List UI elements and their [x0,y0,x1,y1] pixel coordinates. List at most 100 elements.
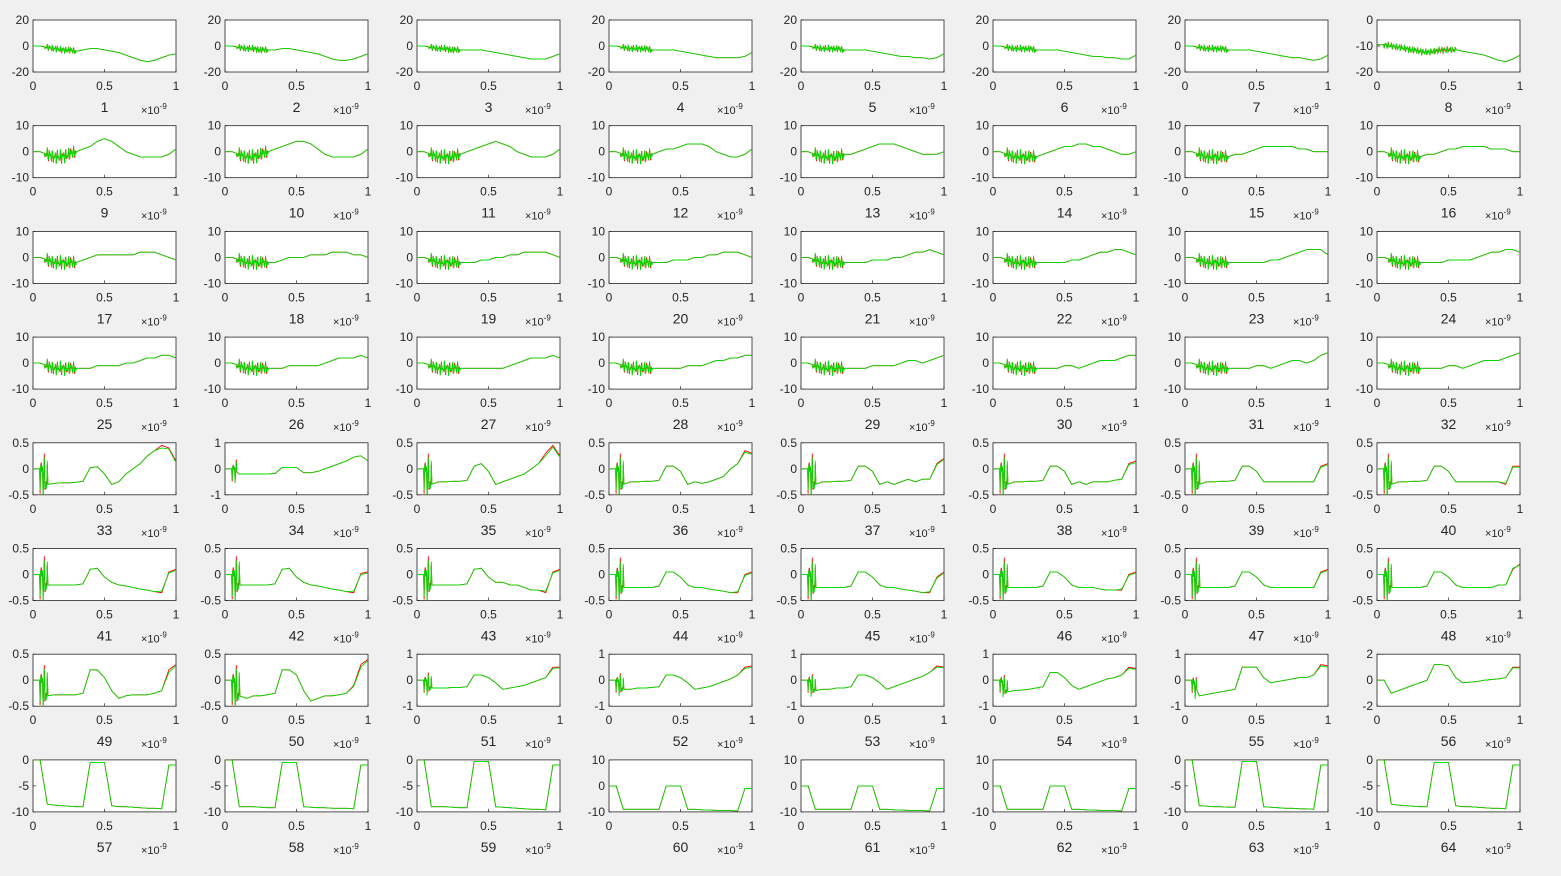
y-tick-label: 10 [784,119,798,133]
axes-frame [1376,19,1521,73]
series-green-line [1377,146,1520,165]
x-tick-label: 0 [414,79,421,93]
y-tick-label: 1 [790,647,797,661]
y-tick-label: 0 [1174,250,1181,264]
x-tick-label: 0.5 [672,79,689,93]
x-exponent: ×10-9 [1485,419,1511,434]
y-tick-label: 0 [1366,250,1373,264]
x-exponent: ×10-9 [525,102,551,117]
subplot-xlabel: 6 [1061,99,1069,115]
y-tick-label: 0.5 [588,436,605,450]
x-tick-label: 1 [941,185,948,199]
x-tick-label: 1 [365,502,372,516]
x-tick-label: 0 [414,713,421,727]
x-tick-label: 0.5 [96,290,113,304]
axes-frame [608,19,753,73]
x-tick-label: 0 [990,819,997,833]
series-green-line [801,785,944,812]
series-green-line [609,354,752,376]
x-exponent: ×10-9 [525,842,551,857]
x-tick-label: 0 [222,713,229,727]
series-green-line [993,785,1136,812]
subplot-xlabel: 33 [97,522,113,538]
x-tick-label: 1 [749,608,756,622]
axes-frame [800,442,945,496]
subplot-xlabel: 55 [1249,733,1265,749]
subplot-44: 0.50-0.50 0.5 144 ×10-9 [584,542,755,646]
y-tick-label: 0 [790,39,797,53]
x-tick-label: 1 [749,502,756,516]
x-exponent: ×10-9 [1485,313,1511,328]
y-tick-label: -0.5 [968,488,989,502]
x-tick-label: 1 [1517,396,1524,410]
series-green-line [1377,352,1520,376]
y-tick-label: 0 [214,356,221,370]
series-green-line [417,560,560,601]
x-tick-label: 1 [557,290,564,304]
y-tick-label: 10 [400,224,414,238]
y-tick-label: -0.5 [584,488,605,502]
y-tick-label: -1 [402,699,413,713]
x-tick-label: 0 [1182,79,1189,93]
x-tick-label: 1 [173,502,180,516]
x-exponent: ×10-9 [141,842,167,857]
y-tick-label: 0.5 [780,542,797,556]
axes-frame [992,653,1137,707]
y-tick-label: 0 [790,145,797,159]
y-tick-label: -10 [1356,39,1374,53]
y-tick-label: 0 [598,145,605,159]
series-green-line [801,666,944,697]
x-tick-label: 0 [990,396,997,410]
series-green-line [609,143,752,165]
y-tick-label: -2 [1362,699,1373,713]
y-tick-label: 0 [406,568,413,582]
y-tick-label: 0 [22,462,29,476]
x-exponent: ×10-9 [1293,313,1319,328]
y-tick-label: 0 [982,779,989,793]
y-tick-label: -10 [12,171,30,185]
x-tick-label: 1 [557,79,564,93]
axes-frame [32,759,177,813]
subplot-12: 100-100 0.5 112 ×10-9 [588,119,756,223]
axes-frame [608,653,753,707]
y-tick-label: -0.5 [968,594,989,608]
y-tick-label: 0 [1366,356,1373,370]
subplot-46: 0.50-0.50 0.5 146 ×10-9 [968,542,1139,646]
x-tick-label: 1 [557,608,564,622]
y-tick-label: 20 [16,13,30,27]
y-tick-label: 0.5 [396,436,413,450]
axes-frame [800,336,945,390]
y-tick-label: -1 [210,488,221,502]
series-green-line [417,251,560,271]
y-tick-label: -1 [1170,699,1181,713]
x-exponent: ×10-9 [1293,842,1319,857]
y-tick-label: 10 [1168,119,1182,133]
y-tick-label: -5 [18,779,29,793]
axes-frame [416,442,561,496]
x-tick-label: 0.5 [1056,290,1073,304]
subplot-37: 0.50-0.50 0.5 137 ×10-9 [776,436,947,540]
y-tick-label: 1 [982,647,989,661]
x-exponent: ×10-9 [333,842,359,857]
y-tick-label: 0 [406,356,413,370]
subplot-4: 200-200 0.5 14 ×10-9 [588,13,756,117]
x-tick-label: 1 [941,79,948,93]
x-exponent: ×10-9 [717,102,743,117]
series-green-line [609,43,752,59]
x-tick-label: 1 [941,713,948,727]
subplot-xlabel: 21 [865,310,881,326]
y-tick-label: 0 [22,250,29,264]
y-tick-label: -10 [396,805,414,819]
x-tick-label: 0 [1182,713,1189,727]
x-tick-label: 1 [1517,608,1524,622]
subplot-xlabel: 22 [1057,310,1073,326]
y-tick-label: 0 [598,779,605,793]
series-green-line [33,447,176,495]
x-exponent: ×10-9 [333,419,359,434]
axes-frame [1184,19,1329,73]
y-tick-label: -10 [972,276,990,290]
y-tick-label: -5 [210,779,221,793]
subplot-43: 0.50-0.50 0.5 143 ×10-9 [392,542,563,646]
x-tick-label: 1 [173,290,180,304]
